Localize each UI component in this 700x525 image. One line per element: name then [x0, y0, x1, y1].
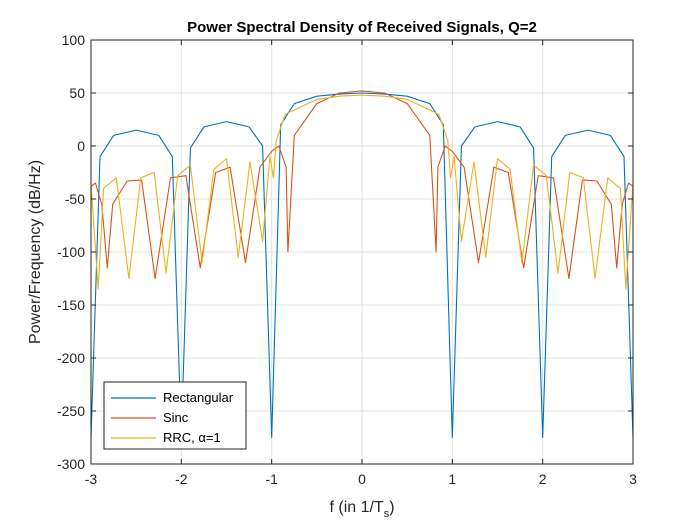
x-axis-label-subscript: s — [384, 508, 390, 520]
y-tick-label: -200 — [57, 350, 85, 366]
y-tick-label: -100 — [57, 244, 85, 260]
series-sinc — [91, 90, 633, 280]
x-axis-label-close: ) — [389, 499, 394, 516]
x-tick-label: 1 — [448, 471, 456, 487]
legend-label-rrc: RRC, α=1 — [163, 430, 221, 445]
legend-label-rectangular: Rectangular — [163, 390, 234, 405]
x-tick-label: 0 — [358, 471, 366, 487]
axis-ticks — [90, 39, 634, 465]
legend: Rectangular Sinc RRC, α=1 — [103, 381, 247, 450]
x-tick-label: 3 — [629, 471, 637, 487]
legend-label-sinc: Sinc — [163, 410, 189, 425]
x-tick-label: -1 — [265, 471, 278, 487]
series-rrc — [91, 94, 633, 290]
series-lines — [91, 90, 633, 439]
x-axis-label-main: f (in 1/T — [329, 499, 383, 516]
series-rectangular — [91, 92, 633, 439]
y-tick-label: 0 — [77, 138, 85, 154]
x-axis-label: f (in 1/Ts) — [329, 499, 394, 520]
x-tick-label: 2 — [539, 471, 547, 487]
y-tick-label: -50 — [65, 191, 85, 207]
y-tick-label: -300 — [57, 456, 85, 472]
x-tick-label: -3 — [85, 471, 98, 487]
x-tick-label: -2 — [175, 471, 188, 487]
y-tick-labels: 100 50 0 -50 -100 -150 -200 -250 -300 — [57, 32, 85, 472]
chart-title: Power Spectral Density of Received Signa… — [187, 19, 537, 36]
y-tick-label: -250 — [57, 403, 85, 419]
y-tick-label: 100 — [62, 32, 86, 48]
x-tick-labels: -3 -2 -1 0 1 2 3 — [85, 471, 637, 487]
y-tick-label: -150 — [57, 297, 85, 313]
y-tick-label: 50 — [69, 85, 85, 101]
y-axis-label: Power/Frequency (dB/Hz) — [27, 160, 44, 344]
